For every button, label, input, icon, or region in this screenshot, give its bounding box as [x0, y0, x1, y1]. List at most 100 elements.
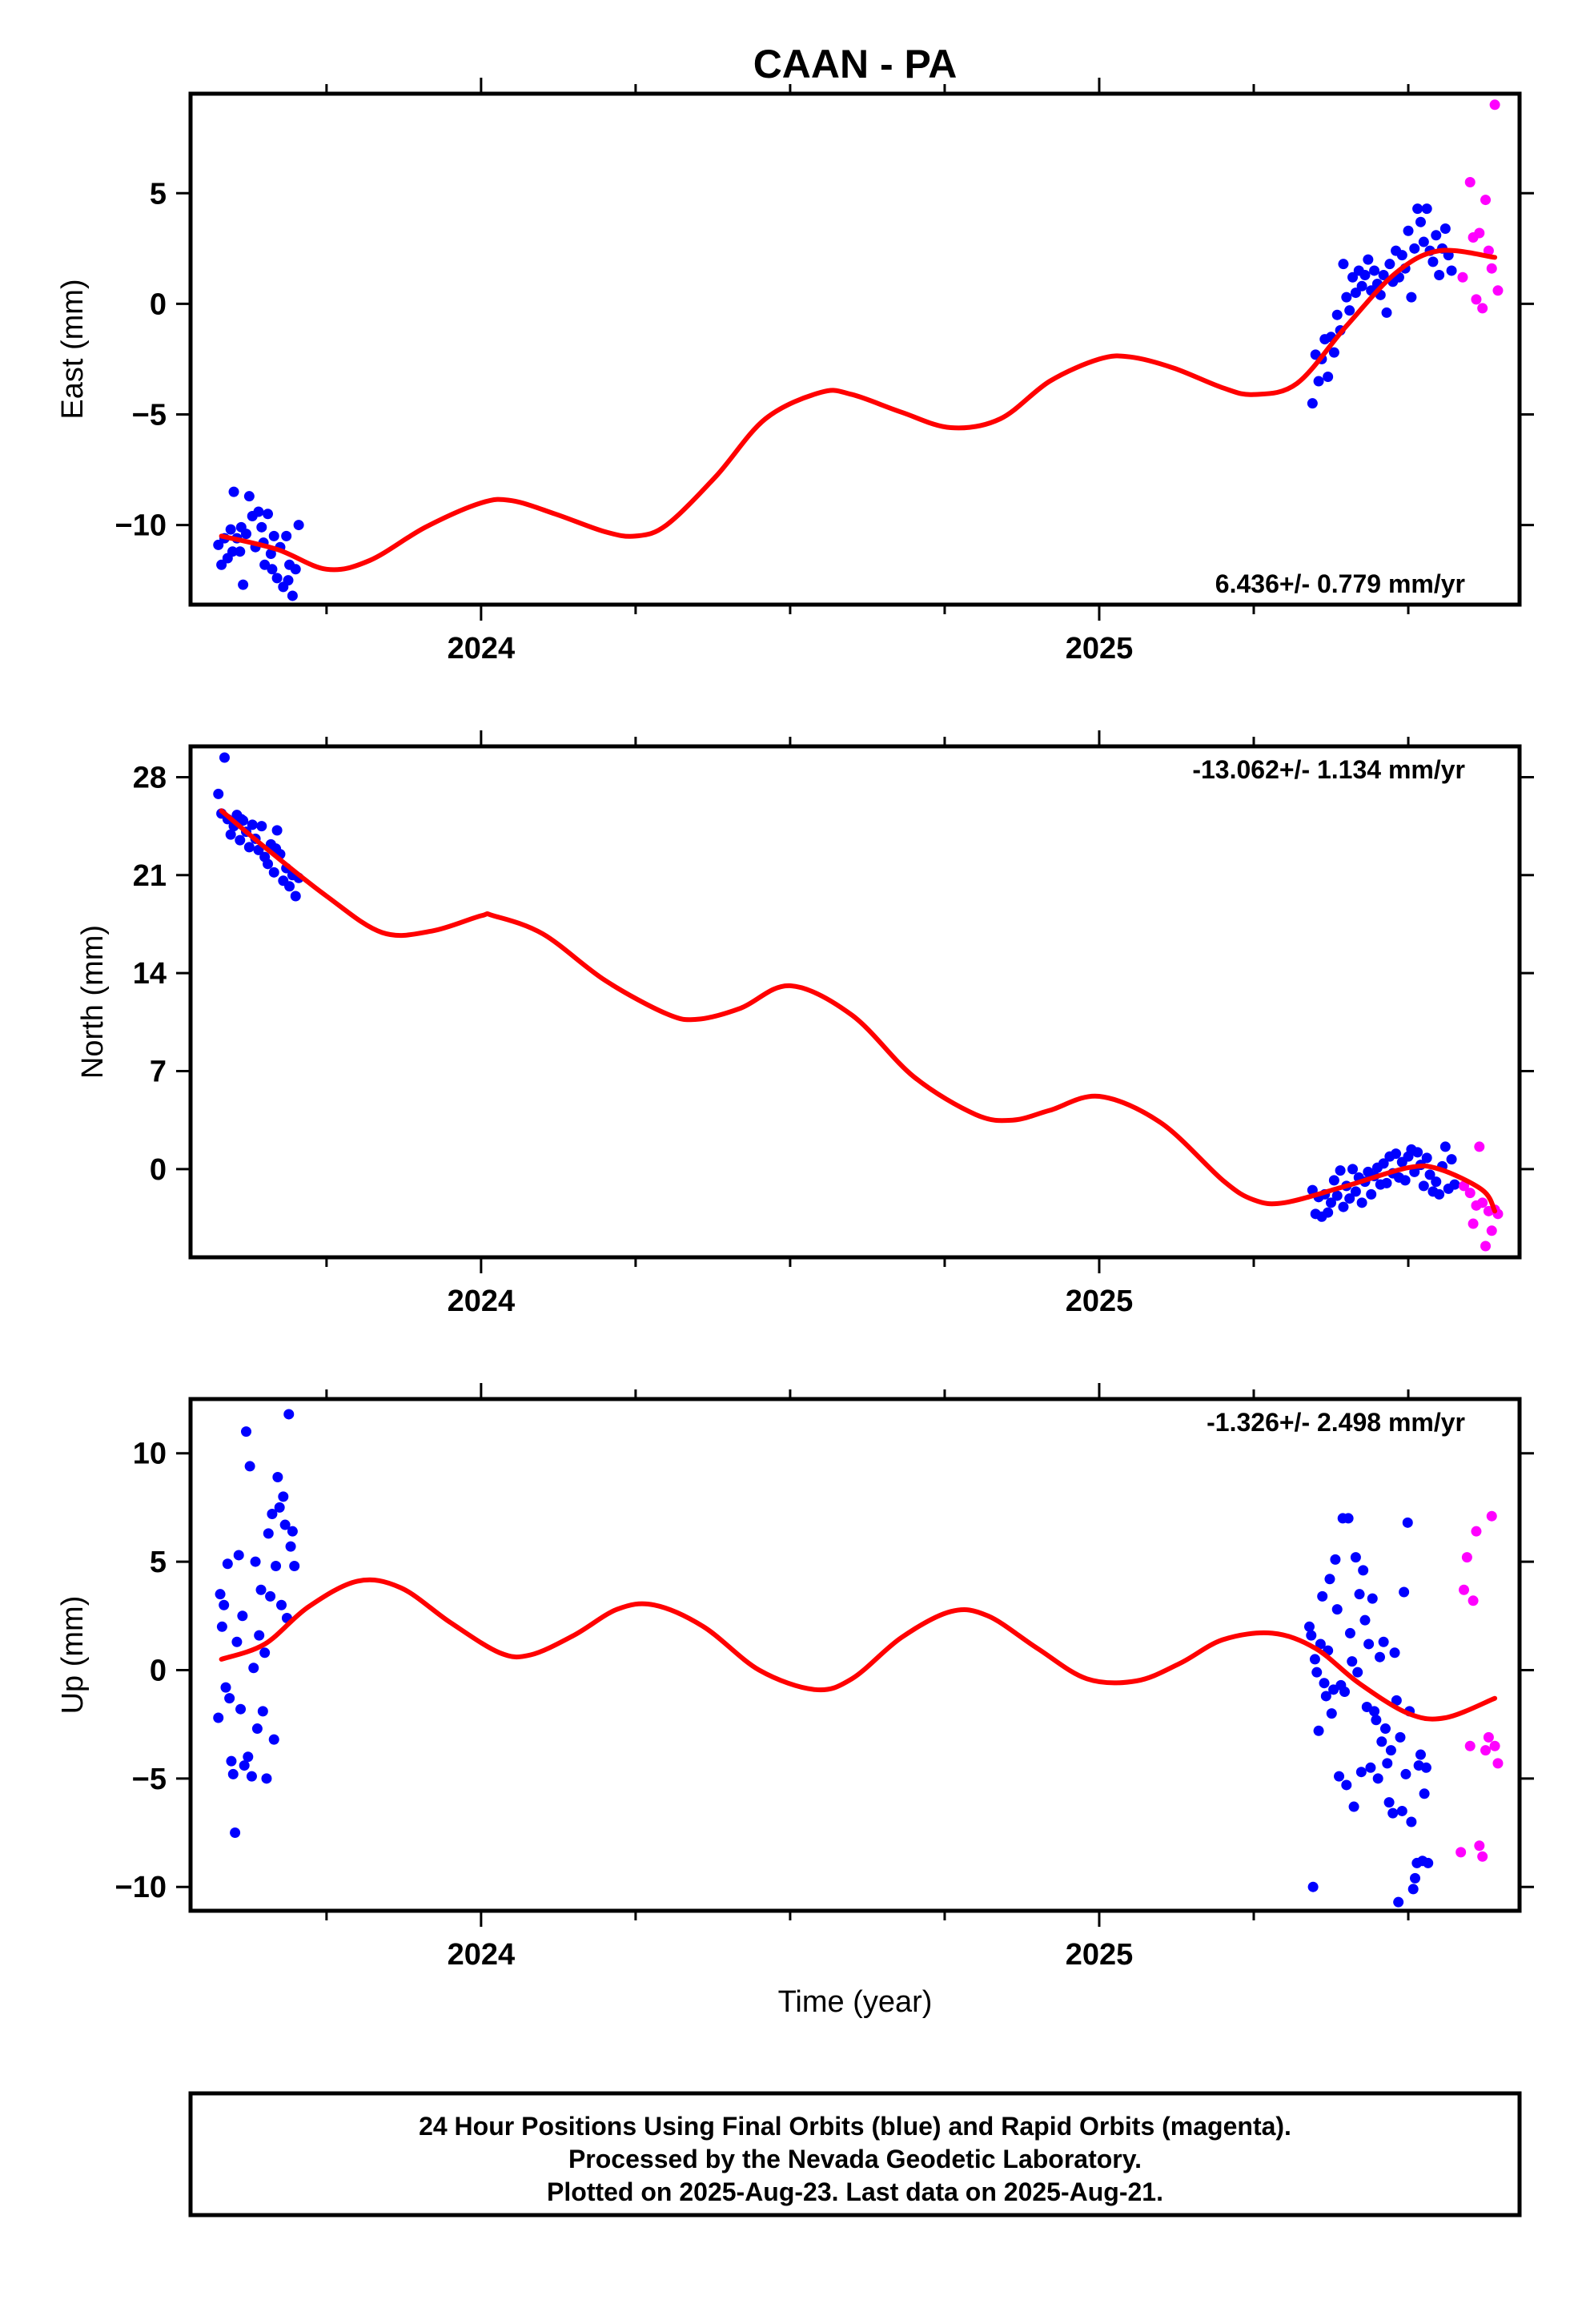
up-final-point [1334, 1771, 1345, 1782]
up-final-point [243, 1751, 254, 1763]
up-final-point [1410, 1872, 1421, 1884]
footer-line-2: Processed by the Nevada Geodetic Laborat… [568, 2145, 1142, 2173]
up-y-tick-label: 10 [133, 1437, 167, 1471]
up-final-point [224, 1693, 235, 1704]
east-final-point [1409, 243, 1420, 254]
north-final-point [1434, 1188, 1445, 1200]
up-final-point [213, 1712, 224, 1723]
up-fit-curve [219, 1577, 1498, 1722]
up-final-point [1355, 1767, 1367, 1778]
east-final-point [216, 559, 227, 570]
up-final-point [1303, 1621, 1315, 1632]
up-final-point [1389, 1647, 1400, 1659]
east-rapid-point [1492, 285, 1504, 296]
up-final-point [1309, 1654, 1320, 1665]
up-rapid-point [1489, 1740, 1500, 1751]
up-y-tick-label: 5 [150, 1546, 167, 1579]
up-final-point [1315, 1638, 1326, 1650]
east-final-point [213, 539, 224, 550]
up-y-tick-label: 0 [150, 1654, 167, 1687]
up-final-point [265, 1590, 276, 1602]
north-final-point [1323, 1207, 1334, 1218]
east-final-point [256, 521, 267, 533]
up-final-point [1341, 1779, 1352, 1791]
up-final-point [1352, 1667, 1363, 1678]
up-final-point [227, 1768, 239, 1779]
east-rapid-point [1464, 176, 1476, 187]
up-final-point [1354, 1589, 1365, 1600]
up-final-point [1379, 1723, 1391, 1735]
up-final-point [274, 1502, 285, 1513]
up-final-point [1395, 1731, 1406, 1743]
up-final-point [1307, 1881, 1319, 1892]
up-final-point [215, 1589, 226, 1600]
up-final-point [244, 1461, 255, 1472]
north-final-point [235, 814, 247, 825]
up-rapid-point [1480, 1745, 1492, 1756]
east-rapid-point [1457, 271, 1468, 283]
up-data [213, 1409, 1504, 1908]
north-final-point [1446, 1154, 1457, 1165]
north-final-point [1328, 1175, 1339, 1186]
up-final-point [1385, 1745, 1396, 1756]
east-final-point [1313, 376, 1324, 387]
north-y-tick-label: 21 [133, 859, 167, 893]
north-final-point [1439, 1141, 1451, 1152]
up-final-point [248, 1663, 259, 1674]
up-final-point [240, 1426, 251, 1437]
up-final-point [278, 1491, 289, 1502]
north-plot-frame [188, 744, 1522, 1260]
east-final-point [1434, 269, 1445, 280]
up-final-point [1406, 1816, 1417, 1827]
east-final-point [1359, 269, 1371, 280]
north-final-point [213, 788, 224, 799]
up-final-point [220, 1682, 231, 1693]
north-final-point [1356, 1197, 1367, 1208]
up-final-point [1399, 1586, 1410, 1598]
east-final-point [1344, 305, 1355, 316]
east-final-point [267, 564, 278, 575]
east-final-point [1356, 280, 1367, 292]
east-final-point [1363, 254, 1374, 265]
east-final-point [227, 546, 239, 557]
north-final-point [1399, 1175, 1411, 1186]
up-final-point [271, 1560, 282, 1571]
north-y-tick-label: 14 [133, 957, 167, 991]
up-final-point [235, 1703, 247, 1715]
up-final-point [251, 1723, 263, 1735]
figure-title: CAAN - PA [753, 42, 958, 86]
east-final-point [263, 509, 274, 520]
up-final-point [1372, 1773, 1383, 1784]
east-final-point [1412, 203, 1423, 215]
east-final-point [1415, 216, 1426, 227]
east-final-point [1384, 259, 1395, 270]
up-final-point [1371, 1715, 1382, 1726]
up-final-point [216, 1621, 227, 1632]
north-final-point [243, 842, 255, 853]
up-final-point [283, 1409, 295, 1420]
north-data [213, 752, 1504, 1252]
east-data [213, 99, 1504, 601]
up-final-point [1376, 1736, 1387, 1747]
up-final-point [1347, 1656, 1358, 1667]
up-final-point [222, 1558, 233, 1570]
north-final-point [1412, 1147, 1423, 1158]
north-y-tick-label: 0 [150, 1153, 167, 1187]
up-x-tick-label: 2025 [1066, 1938, 1134, 1972]
east-final-point [253, 506, 264, 517]
up-final-point [1391, 1695, 1402, 1706]
up-final-point [263, 1528, 274, 1539]
up-final-point [275, 1599, 287, 1610]
up-final-point [1369, 1706, 1380, 1717]
east-final-point [1418, 236, 1429, 247]
up-final-point [1393, 1896, 1404, 1908]
east-panel: 2024 2025 −10 −5 0 5 East (mm) 6.436+/- 0.779 m… [56, 78, 1534, 665]
north-final-point [235, 834, 246, 846]
up-final-point [1419, 1788, 1430, 1799]
north-final-point [247, 819, 258, 830]
east-final-point [268, 530, 279, 541]
east-final-point [1381, 307, 1392, 318]
east-final-point [1338, 259, 1349, 270]
north-final-point [1331, 1190, 1343, 1201]
north-final-point [1378, 1158, 1389, 1169]
